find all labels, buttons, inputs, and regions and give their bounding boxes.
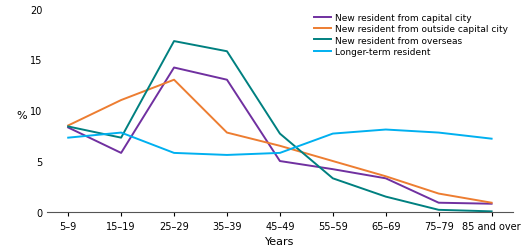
Legend: New resident from capital city, New resident from outside capital city, New resi: New resident from capital city, New resi… — [311, 10, 512, 60]
X-axis label: Years: Years — [265, 237, 295, 246]
Y-axis label: %: % — [16, 111, 27, 121]
